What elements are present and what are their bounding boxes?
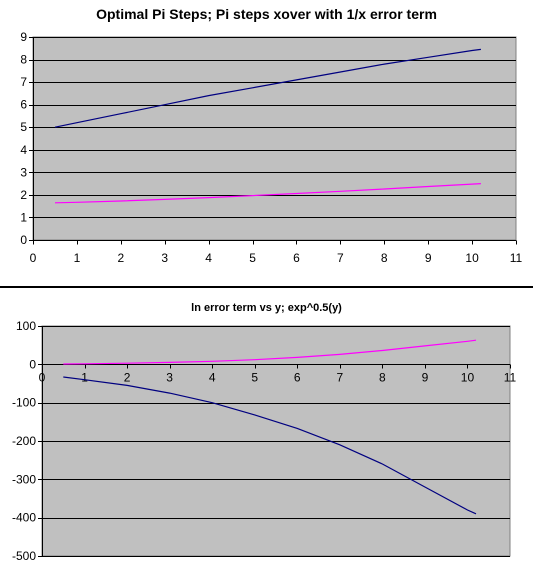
series-line-1 xyxy=(54,48,481,128)
y-tick-label: 8 xyxy=(20,53,27,67)
x-tick-label: 7 xyxy=(337,251,344,265)
x-tick-label: 8 xyxy=(381,251,388,265)
y-tick-label: 2 xyxy=(20,188,27,202)
series-line-2 xyxy=(54,183,481,204)
y-tick-label: -100 xyxy=(12,396,36,410)
y-tick-label: 7 xyxy=(20,75,27,89)
y-tick-label: -200 xyxy=(12,434,36,448)
x-tick-label: 3 xyxy=(161,251,168,265)
x-tick-label: 7 xyxy=(336,371,343,385)
y-tick-label: -500 xyxy=(12,549,36,563)
y-tick-label: 6 xyxy=(20,98,27,112)
x-tick-label: 6 xyxy=(294,371,301,385)
x-tick-label: 9 xyxy=(422,371,429,385)
y-tick-label: 3 xyxy=(20,165,27,179)
x-tick-label: 10 xyxy=(461,371,475,385)
y-tick-label: 9 xyxy=(20,30,27,44)
x-tick-label: 5 xyxy=(249,251,256,265)
series-line-2 xyxy=(63,339,477,365)
x-tick-label: 4 xyxy=(209,371,216,385)
y-tick-label: 5 xyxy=(20,120,27,134)
x-tick-label: 3 xyxy=(166,371,173,385)
y-tick-label: 0 xyxy=(20,233,27,247)
y-tick-label: 0 xyxy=(29,357,36,371)
x-tick-label: 1 xyxy=(81,371,88,385)
x-tick-label: 8 xyxy=(379,371,386,385)
x-tick-label: 2 xyxy=(117,251,124,265)
x-tick-label: 0 xyxy=(30,251,37,265)
x-tick-label: 11 xyxy=(510,251,523,265)
y-tick-label: -300 xyxy=(12,472,36,486)
chart-separator xyxy=(0,286,533,288)
chart-2-title: ln error term vs y; exp^0.5(y) xyxy=(191,302,342,314)
y-tick-label: -400 xyxy=(12,511,36,525)
y-tick-label: 100 xyxy=(16,319,36,333)
series-line-1 xyxy=(63,376,477,515)
x-tick-label: 10 xyxy=(465,251,479,265)
x-tick-label: 4 xyxy=(205,251,212,265)
x-tick-label: 2 xyxy=(124,371,131,385)
y-tick-label: 4 xyxy=(20,143,27,157)
x-tick-label: 6 xyxy=(293,251,300,265)
x-tick-label: 9 xyxy=(425,251,432,265)
chart-1-title: Optimal Pi Steps; Pi steps xover with 1/… xyxy=(96,6,437,22)
x-tick-label: 5 xyxy=(251,371,258,385)
x-tick-label: 1 xyxy=(74,251,81,265)
y-tick-label: 1 xyxy=(20,210,27,224)
x-tick-label: 11 xyxy=(504,371,517,385)
x-tick-label: 0 xyxy=(39,371,46,385)
plot-area xyxy=(32,36,517,241)
